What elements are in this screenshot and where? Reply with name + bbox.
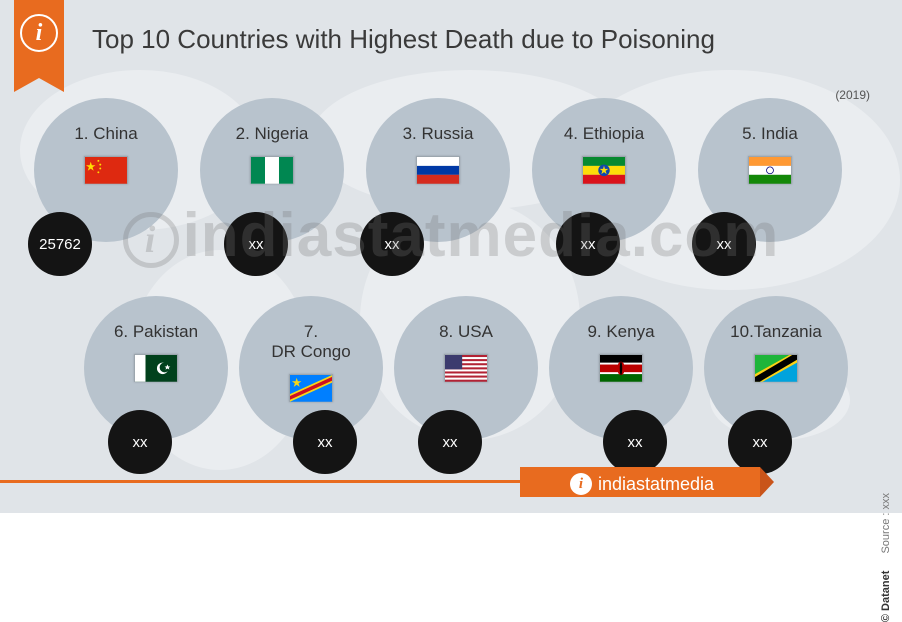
flag-usa bbox=[444, 354, 488, 382]
country-label: 8. USA bbox=[439, 322, 493, 342]
flag-pakistan bbox=[134, 354, 178, 382]
country-label: 7.DR Congo bbox=[271, 322, 350, 362]
info-icon: i bbox=[20, 14, 58, 52]
flag-ethiopia bbox=[582, 156, 626, 184]
flag-china bbox=[84, 156, 128, 184]
flag-kenya bbox=[599, 354, 643, 382]
country-item: 7.DR Congoxx bbox=[239, 296, 389, 466]
country-item: 1. China25762 bbox=[34, 98, 184, 268]
country-item: 10.Tanzaniaxx bbox=[704, 296, 854, 466]
value-badge: xx bbox=[603, 410, 667, 474]
flag-india bbox=[748, 156, 792, 184]
country-label: 1. China bbox=[74, 124, 137, 144]
brand-badge: i indiastatmedia bbox=[570, 473, 714, 495]
country-label: 10.Tanzania bbox=[730, 322, 822, 342]
country-item: 6. Pakistanxx bbox=[84, 296, 234, 466]
flag-drcongo bbox=[289, 374, 333, 402]
value-badge: xx bbox=[692, 212, 756, 276]
value-badge: xx bbox=[108, 410, 172, 474]
flag-tanzania bbox=[754, 354, 798, 382]
country-label: 6. Pakistan bbox=[114, 322, 198, 342]
country-item: 9. Kenyaxx bbox=[549, 296, 699, 466]
country-item: 2. Nigeriaxx bbox=[200, 98, 350, 268]
country-label: 3. Russia bbox=[403, 124, 474, 144]
infographic-canvas: i Top 10 Countries with Highest Death du… bbox=[0, 0, 902, 513]
country-grid: 1. China257622. Nigeriaxx3. Russiaxx4. E… bbox=[34, 98, 854, 466]
country-label: 9. Kenya bbox=[587, 322, 654, 342]
credits-vertical: © Datanet Source : xxx bbox=[880, 493, 892, 622]
value-badge: 25762 bbox=[28, 212, 92, 276]
country-row-1: 1. China257622. Nigeriaxx3. Russiaxx4. E… bbox=[34, 98, 854, 268]
value-badge: xx bbox=[556, 212, 620, 276]
brand-icon: i bbox=[570, 473, 592, 495]
brand-text: indiastatmedia bbox=[598, 474, 714, 495]
country-item: 4. Ethiopiaxx bbox=[532, 98, 682, 268]
country-item: 8. USAxx bbox=[394, 296, 544, 466]
country-row-2: 6. Pakistanxx7.DR Congoxx8. USAxx9. Keny… bbox=[34, 296, 854, 466]
value-badge: xx bbox=[224, 212, 288, 276]
country-item: 5. Indiaxx bbox=[698, 98, 848, 268]
copyright-text: © Datanet bbox=[880, 571, 892, 622]
value-badge: xx bbox=[293, 410, 357, 474]
value-badge: xx bbox=[360, 212, 424, 276]
flag-nigeria bbox=[250, 156, 294, 184]
source-text: Source : xxx bbox=[880, 493, 892, 554]
country-item: 3. Russiaxx bbox=[366, 98, 516, 268]
value-badge: xx bbox=[728, 410, 792, 474]
value-badge: xx bbox=[418, 410, 482, 474]
page-title: Top 10 Countries with Highest Death due … bbox=[92, 24, 715, 55]
flag-russia bbox=[416, 156, 460, 184]
country-label: 2. Nigeria bbox=[236, 124, 309, 144]
country-label: 4. Ethiopia bbox=[564, 124, 644, 144]
country-label: 5. India bbox=[742, 124, 798, 144]
